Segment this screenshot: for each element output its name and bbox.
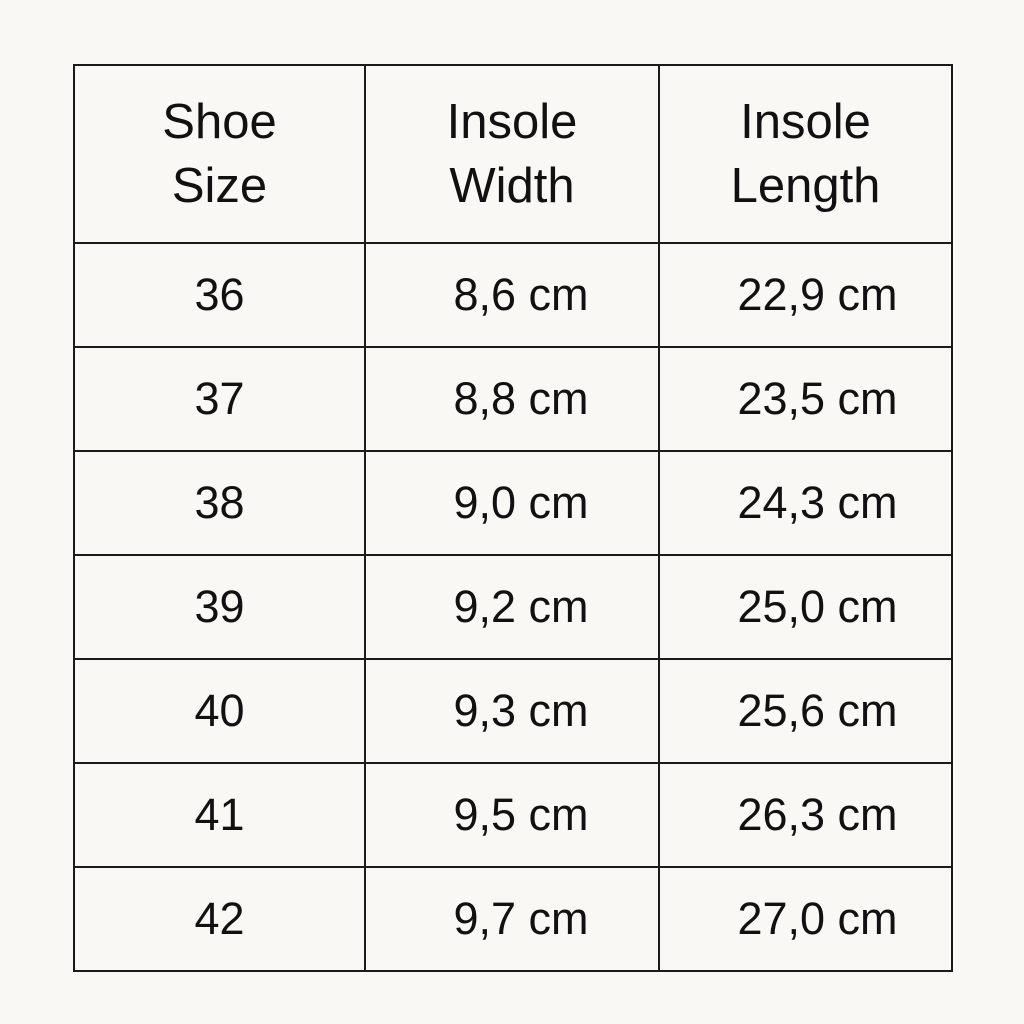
insole-length-cell: 25,6 cm [658, 658, 953, 764]
table-row: 38 9,0 cm 24,3 cm [73, 450, 953, 556]
insole-width-cell: 9,3 cm [364, 658, 660, 764]
header-line: Size [171, 159, 268, 213]
shoe-size-cell: 42 [73, 866, 366, 972]
size-chart-table: Shoe Size Insole Width Insole Length 36 8,6 … [73, 64, 953, 972]
insole-length-cell: 25,0 cm [658, 554, 953, 660]
header-line: Insole [446, 95, 578, 149]
insole-width-cell: 9,2 cm [364, 554, 660, 660]
table-row: 39 9,2 cm 25,0 cm [73, 554, 953, 660]
header-insole-width: Insole Width [364, 64, 660, 244]
table-row: 37 8,8 cm 23,5 cm [73, 346, 953, 452]
shoe-size-cell: 39 [73, 554, 366, 660]
header-line: Width [449, 159, 575, 213]
insole-width-cell: 9,5 cm [364, 762, 660, 868]
header-line: Shoe [162, 95, 277, 149]
shoe-size-cell: 38 [73, 450, 366, 556]
insole-length-cell: 27,0 cm [658, 866, 953, 972]
table-row: 41 9,5 cm 26,3 cm [73, 762, 953, 868]
insole-length-cell: 24,3 cm [658, 450, 953, 556]
insole-width-cell: 8,8 cm [364, 346, 660, 452]
shoe-size-cell: 37 [73, 346, 366, 452]
insole-length-cell: 26,3 cm [658, 762, 953, 868]
table-row: 36 8,6 cm 22,9 cm [73, 242, 953, 348]
table-row: 40 9,3 cm 25,6 cm [73, 658, 953, 764]
header-insole-length: Insole Length [658, 64, 953, 244]
table-row: 42 9,7 cm 27,0 cm [73, 866, 953, 972]
insole-width-cell: 9,7 cm [364, 866, 660, 972]
shoe-size-cell: 36 [73, 242, 366, 348]
header-shoe-size: Shoe Size [73, 64, 366, 244]
shoe-size-cell: 40 [73, 658, 366, 764]
insole-length-cell: 22,9 cm [658, 242, 953, 348]
insole-length-cell: 23,5 cm [658, 346, 953, 452]
insole-width-cell: 9,0 cm [364, 450, 660, 556]
shoe-size-cell: 41 [73, 762, 366, 868]
insole-width-cell: 8,6 cm [364, 242, 660, 348]
header-line: Length [730, 159, 881, 213]
header-row: Shoe Size Insole Width Insole Length [73, 64, 953, 244]
header-line: Insole [740, 95, 871, 149]
